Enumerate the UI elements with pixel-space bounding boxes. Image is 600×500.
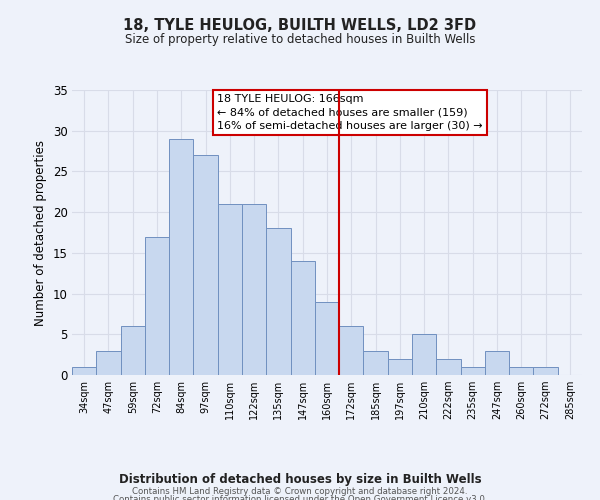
Bar xyxy=(509,367,533,375)
Bar xyxy=(290,261,315,375)
Text: Contains HM Land Registry data © Crown copyright and database right 2024.: Contains HM Land Registry data © Crown c… xyxy=(132,488,468,496)
Bar xyxy=(242,204,266,375)
Bar xyxy=(339,326,364,375)
Bar xyxy=(533,367,558,375)
Text: Size of property relative to detached houses in Builth Wells: Size of property relative to detached ho… xyxy=(125,32,475,46)
Bar xyxy=(145,236,169,375)
Bar xyxy=(266,228,290,375)
Bar xyxy=(121,326,145,375)
Bar xyxy=(193,155,218,375)
Bar xyxy=(436,358,461,375)
Bar xyxy=(388,358,412,375)
Bar xyxy=(461,367,485,375)
Bar xyxy=(96,350,121,375)
Bar xyxy=(72,367,96,375)
Bar xyxy=(169,139,193,375)
Bar xyxy=(364,350,388,375)
Bar xyxy=(412,334,436,375)
Y-axis label: Number of detached properties: Number of detached properties xyxy=(34,140,47,326)
Text: 18 TYLE HEULOG: 166sqm
← 84% of detached houses are smaller (159)
16% of semi-de: 18 TYLE HEULOG: 166sqm ← 84% of detached… xyxy=(217,94,483,130)
Text: 18, TYLE HEULOG, BUILTH WELLS, LD2 3FD: 18, TYLE HEULOG, BUILTH WELLS, LD2 3FD xyxy=(124,18,476,32)
Bar xyxy=(218,204,242,375)
Text: Distribution of detached houses by size in Builth Wells: Distribution of detached houses by size … xyxy=(119,472,481,486)
Text: Contains public sector information licensed under the Open Government Licence v3: Contains public sector information licen… xyxy=(113,495,487,500)
Bar xyxy=(485,350,509,375)
Bar xyxy=(315,302,339,375)
